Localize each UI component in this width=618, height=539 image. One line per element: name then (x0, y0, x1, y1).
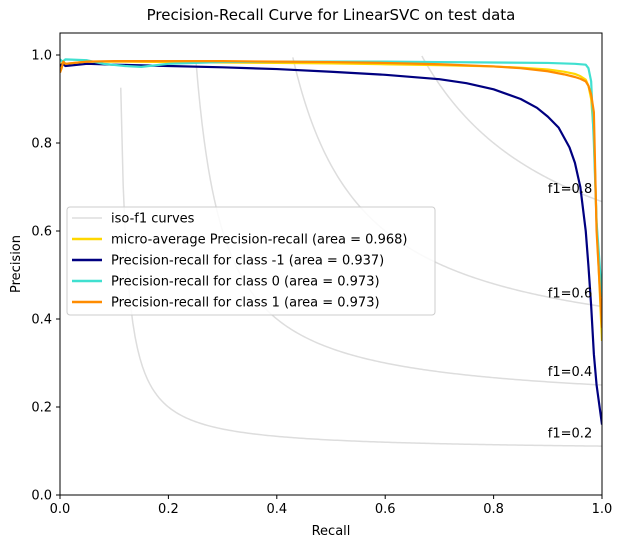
x-tick-label: 0.2 (158, 502, 179, 517)
legend-label: micro-average Precision-recall (area = 0… (111, 233, 407, 248)
legend: iso-f1 curves micro-average Precision-rec… (66, 206, 436, 316)
series-lines (60, 58, 602, 425)
iso-f1-labels: f1=0.2 f1=0.4 f1=0.6 f1=0.8 (548, 182, 592, 441)
chart-title: Precision-Recall Curve for LinearSVC on … (147, 6, 516, 24)
y-tick-label: 0.8 (31, 137, 52, 152)
iso-f1-label: f1=0.6 (548, 287, 592, 302)
legend-label: iso-f1 curves (111, 212, 195, 227)
iso-f1-curve (421, 55, 602, 203)
iso-f1-curve (120, 87, 602, 447)
x-tick-label: 0.6 (375, 502, 396, 517)
legend-label: Precision-recall for class 0 (area = 0.9… (111, 275, 380, 290)
y-tick-label: 0.6 (31, 225, 52, 240)
x-tick-label: 0.8 (483, 502, 504, 517)
x-tick-label: 0.4 (266, 502, 287, 517)
y-axis-label: Precision (9, 235, 24, 293)
legend-label: Precision-recall for class 1 (area = 0.9… (111, 296, 380, 311)
iso-f1-curve (292, 57, 602, 308)
y-tick-label: 0.0 (31, 489, 52, 504)
x-tick-label: 0.0 (50, 502, 71, 517)
x-tick-label: 1.0 (592, 502, 613, 517)
x-axis-label: Recall (312, 524, 351, 539)
y-tick-label: 1.0 (31, 49, 52, 64)
y-tick-label: 0.4 (31, 313, 52, 328)
axis-ticks: 0.0 0.2 0.4 0.6 0.8 1.0 0.0 0.2 0.4 0.6 0.8 1.0 (31, 49, 612, 518)
plot-frame (59, 32, 603, 496)
iso-f1-label: f1=0.8 (548, 182, 592, 197)
iso-f1-label: f1=0.2 (548, 426, 592, 441)
series-line-3 (60, 60, 602, 328)
y-tick-label: 0.2 (31, 401, 52, 416)
iso-f1-label: f1=0.4 (548, 365, 592, 380)
legend-box (66, 206, 436, 316)
legend-label: Precision-recall for class -1 (area = 0.… (111, 254, 384, 269)
